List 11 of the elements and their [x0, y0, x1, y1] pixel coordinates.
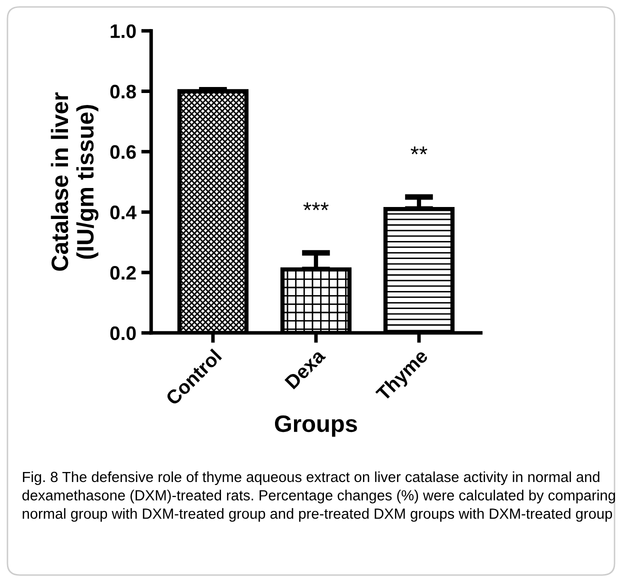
y-axis-title: Catalase in liver (IU/gm tissue): [50, 92, 98, 271]
y-tick-label: 0.0: [110, 326, 136, 340]
y-tick-label: 1.0: [110, 24, 136, 38]
y-tick-label: 0.6: [110, 145, 136, 159]
y-tick-label: 0.4: [110, 206, 136, 220]
caption: Fig. 8 The defensive role of thyme aqueous extract on liver catalase activity in normal and dexamethasone (DXM)-treated rats. Percentage changes (%) were calculated by comparing normal group with DXM-treated group and pre-treated DXM groups with DXM-treated group: [22, 471, 615, 522]
y-tick-label: 0.2: [110, 266, 136, 280]
y-tick-label: 0.8: [110, 84, 136, 98]
x-axis-title: Groups: [274, 415, 357, 437]
annotation: **: [410, 146, 428, 154]
annotation: ***: [303, 202, 329, 210]
